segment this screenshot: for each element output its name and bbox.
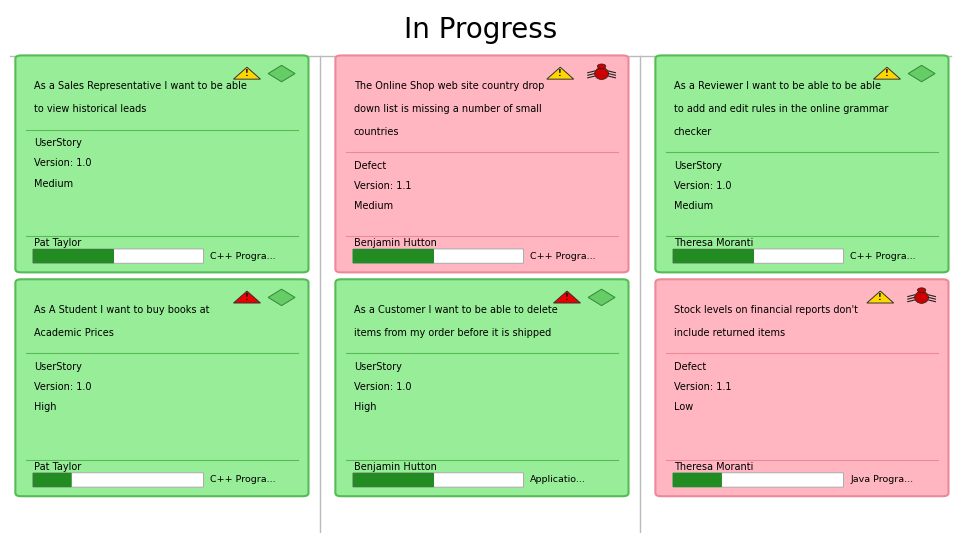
Text: !: !	[245, 69, 249, 78]
Text: !: !	[245, 293, 249, 302]
Text: High: High	[354, 402, 376, 413]
Text: Theresa Moranti: Theresa Moranti	[710, 67, 891, 86]
Text: Version: 1.0: Version: 1.0	[674, 181, 731, 191]
Text: !: !	[878, 293, 882, 302]
Text: C++ Progra...: C++ Progra...	[850, 252, 916, 261]
Text: Stock levels on financial reports don't: Stock levels on financial reports don't	[674, 305, 857, 315]
Text: Pat Taylor: Pat Taylor	[34, 238, 81, 248]
Text: Pat Taylor: Pat Taylor	[104, 67, 213, 86]
Text: Theresa Moranti: Theresa Moranti	[674, 238, 753, 248]
Text: !: !	[558, 69, 562, 78]
Text: !: !	[565, 293, 569, 302]
Text: Academic Prices: Academic Prices	[34, 328, 113, 338]
Text: C++ Progra...: C++ Progra...	[530, 252, 596, 261]
Text: C++ Progra...: C++ Progra...	[210, 475, 276, 484]
Text: As a Reviewer I want to be able to be able: As a Reviewer I want to be able to be ab…	[674, 81, 880, 91]
Polygon shape	[268, 66, 295, 82]
Text: Defect: Defect	[674, 362, 706, 372]
Text: Version: 1.1: Version: 1.1	[354, 181, 411, 191]
FancyBboxPatch shape	[353, 249, 524, 263]
Text: Benjamin Hutton: Benjamin Hutton	[386, 67, 573, 86]
FancyBboxPatch shape	[353, 473, 524, 487]
Text: Pat Taylor: Pat Taylor	[34, 462, 81, 472]
Polygon shape	[547, 67, 574, 79]
Text: C++ Progra...: C++ Progra...	[210, 252, 276, 261]
Text: include returned items: include returned items	[674, 328, 785, 338]
Polygon shape	[554, 291, 580, 303]
FancyBboxPatch shape	[335, 55, 628, 272]
Ellipse shape	[918, 288, 925, 293]
Polygon shape	[908, 66, 935, 82]
Text: UserStory: UserStory	[354, 362, 402, 372]
Text: UserStory: UserStory	[674, 161, 722, 171]
Text: Benjamin Hutton: Benjamin Hutton	[354, 462, 436, 472]
Text: !: !	[885, 69, 889, 78]
Polygon shape	[268, 289, 295, 305]
Polygon shape	[234, 291, 260, 303]
Text: As A Student I want to buy books at: As A Student I want to buy books at	[34, 305, 209, 315]
Text: down list is missing a number of small: down list is missing a number of small	[354, 104, 541, 114]
Ellipse shape	[598, 64, 605, 69]
Text: Defect: Defect	[354, 161, 386, 171]
FancyBboxPatch shape	[33, 473, 72, 487]
Text: UserStory: UserStory	[34, 362, 82, 372]
Text: Medium: Medium	[354, 201, 393, 212]
FancyBboxPatch shape	[353, 249, 434, 263]
Text: The Online Shop web site country drop: The Online Shop web site country drop	[354, 81, 544, 91]
Text: Version: 1.0: Version: 1.0	[34, 158, 91, 168]
FancyBboxPatch shape	[15, 55, 308, 272]
Text: checker: checker	[674, 127, 712, 137]
Text: Applicatio...: Applicatio...	[530, 475, 586, 484]
Text: Theresa Moranti: Theresa Moranti	[674, 462, 753, 472]
Text: In Progress: In Progress	[404, 16, 557, 44]
Text: to view historical leads: to view historical leads	[34, 104, 146, 114]
Ellipse shape	[915, 292, 928, 303]
Text: Low: Low	[674, 402, 693, 413]
FancyBboxPatch shape	[15, 279, 308, 496]
Text: As a Sales Representative I want to be able: As a Sales Representative I want to be a…	[34, 81, 247, 91]
Polygon shape	[234, 67, 260, 79]
FancyBboxPatch shape	[673, 473, 844, 487]
Text: items from my order before it is shipped: items from my order before it is shipped	[354, 328, 551, 338]
Text: High: High	[34, 402, 56, 413]
Text: to add and edit rules in the online grammar: to add and edit rules in the online gram…	[674, 104, 888, 114]
Text: As a Customer I want to be able to delete: As a Customer I want to be able to delet…	[354, 305, 557, 315]
Polygon shape	[874, 67, 900, 79]
FancyBboxPatch shape	[33, 473, 204, 487]
FancyBboxPatch shape	[353, 473, 434, 487]
FancyBboxPatch shape	[655, 55, 949, 272]
Text: Medium: Medium	[34, 179, 73, 189]
FancyBboxPatch shape	[673, 249, 754, 263]
Text: countries: countries	[354, 127, 399, 137]
Text: Version: 1.0: Version: 1.0	[354, 382, 411, 392]
Text: Benjamin Hutton: Benjamin Hutton	[354, 238, 436, 248]
FancyBboxPatch shape	[33, 249, 114, 263]
Polygon shape	[867, 291, 894, 303]
Text: Medium: Medium	[674, 201, 713, 212]
Polygon shape	[588, 289, 615, 305]
Text: UserStory: UserStory	[34, 138, 82, 148]
Text: Version: 1.0: Version: 1.0	[34, 382, 91, 392]
FancyBboxPatch shape	[335, 279, 628, 496]
Text: Version: 1.1: Version: 1.1	[674, 382, 731, 392]
FancyBboxPatch shape	[33, 249, 204, 263]
Ellipse shape	[595, 68, 608, 79]
FancyBboxPatch shape	[673, 249, 844, 263]
FancyBboxPatch shape	[673, 473, 722, 487]
FancyBboxPatch shape	[655, 279, 949, 496]
Text: Java Progra...: Java Progra...	[850, 475, 913, 484]
